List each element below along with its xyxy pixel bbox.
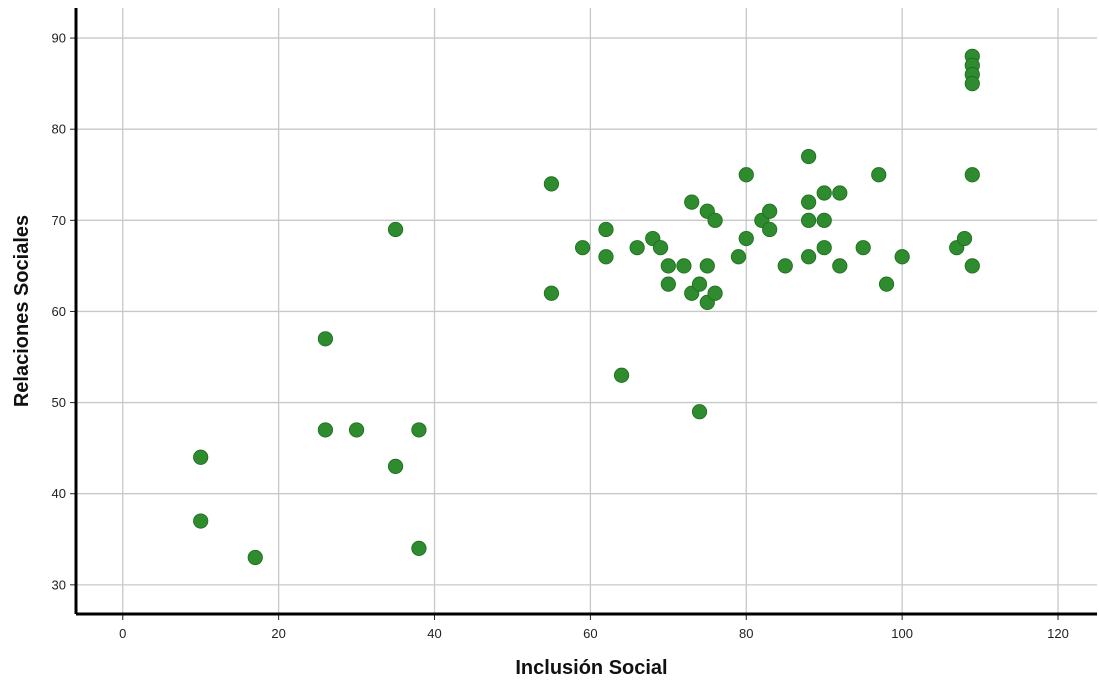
data-point-43 — [816, 212, 832, 228]
data-point-5 — [348, 422, 365, 438]
data-point-19 — [660, 258, 676, 274]
y-tick-label-80: 80 — [52, 122, 66, 137]
y-axis-ticks: 30 40 50 60 70 80 90 — [52, 31, 76, 592]
data-point-12 — [575, 240, 591, 256]
data-point-15 — [613, 367, 630, 383]
data-point-25 — [691, 404, 708, 420]
data-point-27 — [699, 258, 715, 274]
y-tick-label-50: 50 — [52, 395, 66, 410]
data-point-57 — [964, 167, 980, 183]
data-point-18 — [652, 240, 669, 256]
y-tick-label-70: 70 — [52, 213, 66, 228]
data-point-32 — [738, 167, 754, 183]
data-point-47 — [855, 240, 871, 256]
data-point-21 — [676, 258, 692, 274]
data-point-48 — [871, 167, 887, 183]
x-tick-label-0: 0 — [119, 626, 126, 641]
data-point-14 — [598, 249, 614, 265]
x-tick-label-120: 120 — [1047, 626, 1069, 641]
x-tick-label-60: 60 — [583, 626, 597, 641]
data-point-7 — [387, 458, 404, 474]
data-point-46 — [832, 258, 848, 274]
data-point-49 — [878, 276, 895, 292]
data-point-1 — [193, 513, 209, 529]
data-point-4 — [317, 422, 334, 438]
x-axis-ticks: 0 20 40 60 80 100 120 — [119, 614, 1069, 641]
data-point-13 — [598, 221, 614, 238]
data-point-16 — [629, 240, 645, 256]
y-tick-label-30: 30 — [52, 577, 66, 592]
data-point-3 — [317, 331, 334, 347]
data-point-2 — [247, 549, 263, 566]
data-point-52 — [956, 230, 973, 247]
data-point-11 — [543, 285, 560, 301]
gridlines — [76, 8, 1097, 614]
data-point-9 — [411, 540, 427, 556]
data-point-10 — [543, 176, 560, 192]
data-point-50 — [894, 249, 910, 265]
data-point-31 — [730, 249, 747, 265]
y-tick-label-40: 40 — [52, 486, 66, 501]
x-tick-label-100: 100 — [891, 626, 913, 641]
data-point-56 — [964, 76, 980, 92]
data-point-35 — [762, 203, 778, 219]
y-tick-label-90: 90 — [52, 31, 66, 46]
data-point-41 — [801, 249, 817, 265]
data-point-0 — [193, 449, 209, 465]
data-point-58 — [964, 258, 980, 274]
data-point-8 — [411, 422, 427, 438]
y-tick-label-60: 60 — [52, 304, 66, 319]
data-point-6 — [387, 221, 404, 238]
y-axis-title: Relaciones Sociales — [11, 215, 33, 407]
x-tick-label-20: 20 — [271, 626, 285, 641]
data-point-39 — [801, 194, 817, 210]
data-point-33 — [738, 230, 754, 247]
x-tick-label-80: 80 — [739, 626, 753, 641]
data-point-36 — [762, 221, 778, 238]
x-axis-title: Inclusión Social — [515, 657, 667, 679]
data-point-38 — [801, 148, 817, 165]
data-point-20 — [660, 276, 676, 292]
data-point-45 — [832, 185, 848, 201]
data-point-44 — [816, 240, 832, 256]
data-point-29 — [707, 212, 723, 228]
data-point-22 — [684, 194, 700, 210]
data-point-42 — [816, 185, 832, 201]
data-point-40 — [801, 212, 817, 228]
data-point-37 — [777, 258, 793, 274]
data-point-30 — [707, 285, 723, 301]
data-point-24 — [691, 276, 708, 292]
x-tick-label-40: 40 — [427, 626, 441, 641]
data-points — [193, 48, 980, 566]
